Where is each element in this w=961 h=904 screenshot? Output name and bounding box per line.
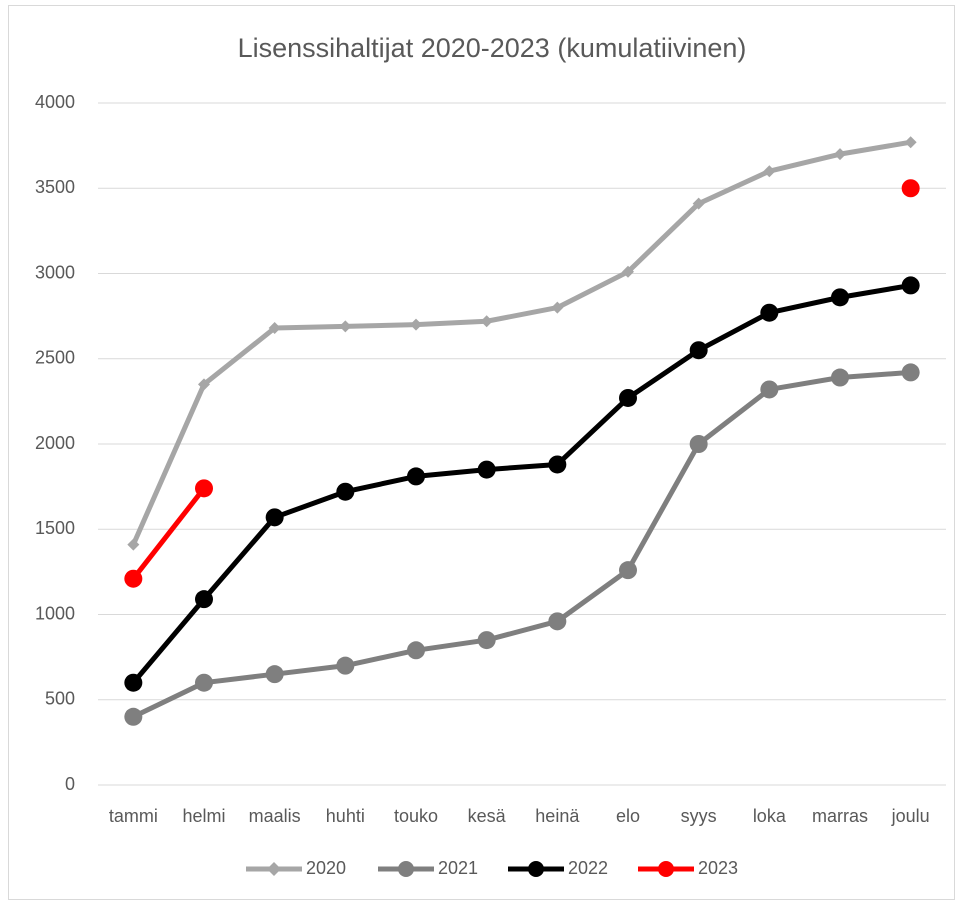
data-point: [265, 665, 284, 684]
data-point: [904, 136, 917, 149]
data-point: [195, 590, 213, 609]
y-tick-label: 4000: [35, 92, 75, 112]
x-tick-label: helmi: [182, 806, 225, 826]
chart-title: Lisenssihaltijat 2020-2023 (kumulatiivin…: [238, 33, 747, 63]
y-tick-label: 500: [45, 689, 75, 709]
data-point: [763, 165, 776, 178]
series-line: [132, 369, 911, 720]
y-tick-label: 3500: [35, 177, 75, 197]
data-point: [127, 538, 140, 551]
y-tick-label: 1500: [35, 518, 75, 538]
x-tick-label: heinä: [535, 806, 580, 826]
y-tick-label: 3000: [35, 262, 75, 282]
data-point: [831, 288, 849, 307]
legend-label: 2021: [438, 858, 478, 878]
data-point: [407, 467, 425, 486]
legend-marker: [658, 861, 674, 877]
series-line: [131, 282, 912, 685]
data-point: [336, 656, 355, 675]
data-point: [619, 388, 637, 407]
legend-marker: [398, 861, 414, 877]
data-point: [901, 179, 920, 198]
data-point: [265, 508, 284, 527]
data-point: [834, 148, 846, 161]
series-line: [131, 139, 912, 546]
data-point: [124, 707, 143, 726]
data-point: [548, 612, 567, 631]
data-point: [198, 378, 210, 391]
data-point: [689, 435, 708, 453]
y-tick-label: 2500: [35, 348, 75, 368]
y-tick-label: 1000: [35, 603, 75, 623]
data-point: [339, 320, 352, 333]
y-tick-label: 2000: [35, 433, 75, 453]
x-tick-label: maalis: [249, 806, 301, 826]
data-point: [548, 455, 567, 474]
data-point: [480, 315, 493, 328]
data-point: [336, 482, 355, 501]
x-tick-label: huhti: [326, 806, 365, 826]
data-point: [692, 197, 705, 210]
data-point: [124, 569, 143, 588]
data-point: [689, 341, 708, 360]
x-tick-label: touko: [394, 806, 438, 826]
data-point: [901, 363, 920, 382]
legend-marker: [528, 861, 544, 877]
data-point: [551, 301, 564, 314]
data-point: [901, 276, 920, 295]
legend-marker: [267, 862, 281, 876]
data-point: [407, 641, 425, 660]
x-tick-label: elo: [616, 806, 640, 826]
x-tick-label: syys: [681, 806, 717, 826]
data-point: [195, 479, 213, 498]
y-tick-label: 0: [65, 774, 75, 794]
x-tick-label: tammi: [109, 806, 158, 826]
data-point: [195, 673, 213, 692]
chart-border: [8, 5, 955, 900]
x-tick-label: kesä: [468, 806, 507, 826]
data-point: [477, 631, 496, 650]
x-tick-label: marras: [812, 806, 868, 826]
data-point: [760, 380, 779, 399]
x-tick-label: joulu: [891, 806, 930, 826]
legend-label: 2023: [698, 858, 738, 878]
data-point: [268, 322, 281, 335]
data-point: [477, 460, 496, 479]
data-point: [831, 368, 849, 387]
data-point: [760, 303, 779, 322]
x-tick-label: loka: [753, 806, 787, 826]
data-point: [124, 673, 143, 692]
legend-label: 2020: [306, 858, 346, 878]
legend-label: 2022: [568, 858, 608, 878]
data-point: [410, 318, 422, 331]
data-point: [622, 265, 634, 278]
data-point: [619, 561, 637, 580]
